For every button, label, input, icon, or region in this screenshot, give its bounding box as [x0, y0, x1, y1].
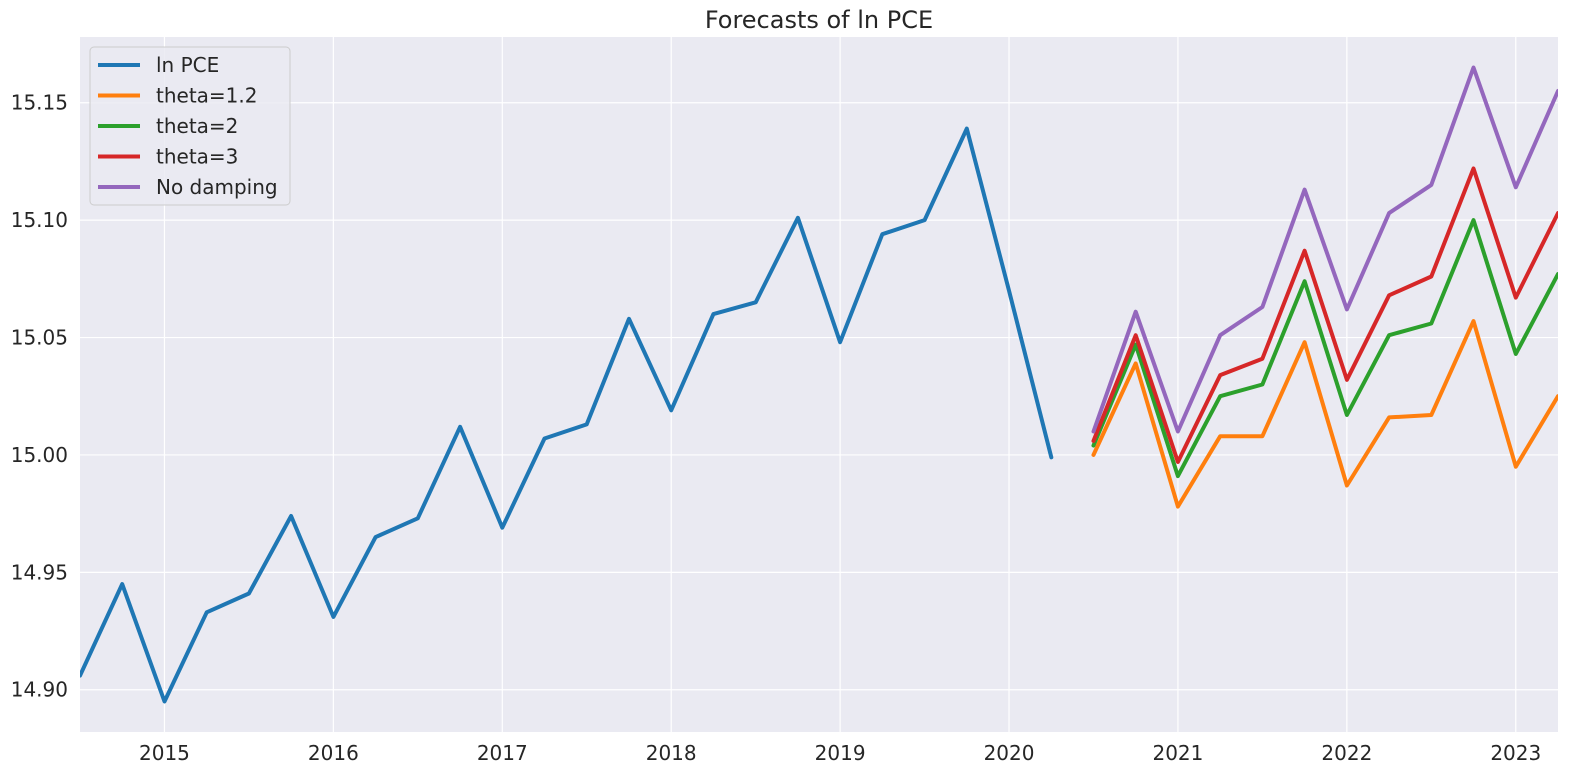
legend-label: theta=1.2 [156, 84, 257, 108]
legend-item: ln PCE [98, 53, 219, 77]
y-gridlines [80, 102, 1558, 691]
x-tick-label: 2019 [815, 741, 866, 765]
x-tick-label: 2023 [1490, 741, 1541, 765]
legend-item: theta=1.2 [98, 84, 257, 108]
series-ln-pce [80, 126, 1054, 704]
x-tick-label: 2017 [477, 741, 528, 765]
plot-background [80, 37, 1558, 732]
x-tick-label: 2021 [1152, 741, 1203, 765]
legend-item: No damping [98, 175, 278, 199]
series-theta-2 [1091, 218, 1558, 479]
y-tick-label: 15.00 [11, 443, 68, 467]
series-theta-3 [1091, 166, 1558, 464]
legend-label: ln PCE [156, 53, 219, 77]
legend-label: theta=3 [156, 145, 238, 169]
legend-frame [89, 46, 291, 206]
x-tick-label: 2016 [308, 741, 359, 765]
y-tick-label: 15.05 [11, 326, 68, 350]
series-layer [80, 65, 1558, 704]
legend: ln PCE theta=1.2 theta=2 theta=3 No damping [89, 46, 291, 206]
legend-label: No damping [156, 175, 278, 199]
series-theta-1-2 [1091, 319, 1558, 509]
series-line-ln-pce [80, 126, 1054, 704]
y-tick-label: 15.10 [11, 208, 68, 232]
x-tick-label: 2015 [139, 741, 190, 765]
legend-label: theta=2 [156, 114, 238, 138]
y-tick-label: 14.90 [11, 678, 68, 702]
series-line-no-damping [1091, 65, 1558, 434]
series-no-damping [1091, 65, 1558, 434]
y-tick-labels: 14.90 14.95 15.00 15.05 15.10 15.15 [11, 91, 68, 702]
y-tick-label: 14.95 [11, 560, 68, 584]
x-tick-label: 2022 [1321, 741, 1372, 765]
series-line-theta-1-2 [1091, 319, 1558, 509]
x-tick-label: 2018 [646, 741, 697, 765]
x-tick-labels: 2015 2016 2017 2018 2019 2020 2021 2022 2023 [139, 741, 1541, 765]
y-tick-label: 15.15 [11, 91, 68, 115]
series-line-theta-3 [1091, 166, 1558, 464]
legend-item: theta=3 [98, 145, 238, 169]
x-tick-label: 2020 [984, 741, 1035, 765]
legend-item: theta=2 [98, 114, 238, 138]
chart-title: Forecasts of ln PCE [705, 6, 933, 34]
series-line-theta-2 [1091, 218, 1558, 479]
